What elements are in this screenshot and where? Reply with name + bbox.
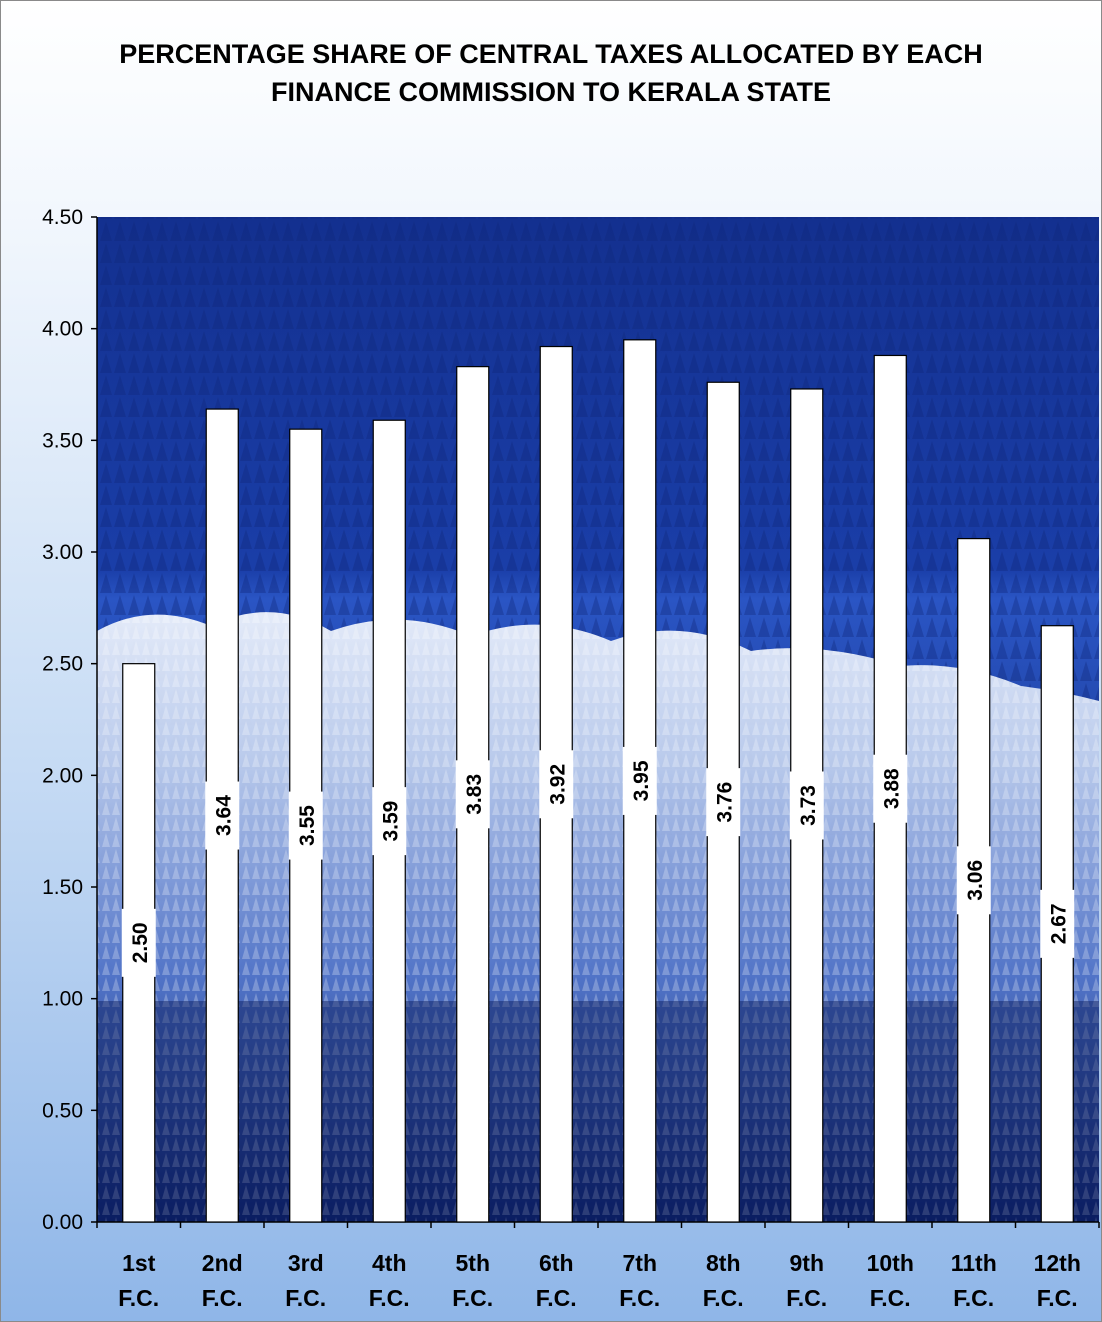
y-tick-label: 3.00 xyxy=(42,541,83,564)
data-label-group: 3.73 xyxy=(789,771,824,840)
x-tick-label: 12th xyxy=(1034,1250,1081,1276)
x-tick-label: 11th xyxy=(951,1250,997,1276)
data-label: 3.92 xyxy=(546,764,569,805)
x-tick-label: 2nd xyxy=(202,1250,243,1276)
y-tick-label: 4.50 xyxy=(42,206,83,229)
x-tick-label: 4th xyxy=(372,1250,407,1276)
data-label: 3.64 xyxy=(212,795,235,836)
y-tick-label: 1.50 xyxy=(42,876,83,899)
data-label: 3.76 xyxy=(713,782,736,823)
data-label-group: 3.92 xyxy=(539,750,574,819)
x-tick-label: F.C. xyxy=(1037,1285,1078,1311)
data-label-box xyxy=(205,781,240,850)
data-label: 3.59 xyxy=(379,801,402,842)
data-label-box xyxy=(1040,889,1075,958)
data-label-box xyxy=(956,846,991,915)
data-label-group: 3.95 xyxy=(622,746,657,815)
x-tick-label: 6th xyxy=(539,1250,574,1276)
x-tick-label: 8th xyxy=(706,1250,741,1276)
x-tick-label: F.C. xyxy=(953,1285,994,1311)
x-tick-label: 3rd xyxy=(288,1250,324,1276)
y-tick-label: 4.00 xyxy=(42,318,83,341)
x-tick-label: F.C. xyxy=(452,1285,493,1311)
x-tick-label: F.C. xyxy=(870,1285,911,1311)
x-tick-label: 1st xyxy=(122,1250,156,1276)
y-tick-label: 3.50 xyxy=(42,429,83,452)
x-tick-label: F.C. xyxy=(619,1285,660,1311)
data-label: 3.06 xyxy=(964,860,987,901)
x-tick-label: 10th xyxy=(867,1250,914,1276)
data-label: 3.95 xyxy=(630,760,653,801)
data-label-box xyxy=(121,908,156,977)
data-label-box xyxy=(622,746,657,815)
y-tick-label: 2.50 xyxy=(42,653,83,676)
chart-title: PERCENTAGE SHARE OF CENTRAL TAXES ALLOCA… xyxy=(119,39,983,107)
data-label-group: 2.50 xyxy=(121,908,156,977)
x-tick-label: F.C. xyxy=(202,1285,243,1311)
data-label-group: 3.06 xyxy=(956,846,991,915)
data-label-group: 3.88 xyxy=(873,754,908,823)
data-label: 3.83 xyxy=(463,774,486,815)
x-tick-label: F.C. xyxy=(285,1285,326,1311)
data-label: 3.55 xyxy=(296,805,319,846)
y-tick-label: 2.00 xyxy=(42,764,83,787)
x-tick-label: F.C. xyxy=(536,1285,577,1311)
data-label-box xyxy=(288,791,323,860)
labels: 2.50 1st F.C. 3.64 2nd F.C. 3.55 3rd F.C. 3.59 4th… xyxy=(118,746,1081,1311)
data-label-box xyxy=(873,754,908,823)
data-label: 3.73 xyxy=(797,785,820,826)
data-label-group: 3.55 xyxy=(288,791,323,860)
x-tick-label: F.C. xyxy=(786,1285,827,1311)
data-label-box xyxy=(789,771,824,840)
y-tick-label: 0.50 xyxy=(42,1099,83,1122)
data-label-box xyxy=(372,787,407,856)
axes: 0.00 0.50 1.00 1.50 2.00 2.50 3.00 3.50 4.00 4.50 xyxy=(42,206,1100,1234)
data-label-box xyxy=(706,768,741,837)
y-tick-label: 1.00 xyxy=(42,988,83,1011)
data-label: 3.88 xyxy=(880,768,903,809)
x-tick-label: F.C. xyxy=(703,1285,744,1311)
x-tick-label: F.C. xyxy=(369,1285,410,1311)
y-tick-label: 0.00 xyxy=(42,1211,83,1234)
x-tick-label: 9th xyxy=(790,1250,825,1276)
x-tick-label: F.C. xyxy=(118,1285,159,1311)
data-label-box xyxy=(455,760,490,829)
data-label-group: 2.67 xyxy=(1040,889,1075,958)
data-label: 2.67 xyxy=(1047,903,1070,944)
data-label-box xyxy=(539,750,574,819)
x-tick-label: 5th xyxy=(456,1250,491,1276)
x-tick-label: 7th xyxy=(623,1250,658,1276)
data-label-group: 3.76 xyxy=(706,768,741,837)
data-label-group: 3.64 xyxy=(205,781,240,850)
data-label-group: 3.83 xyxy=(455,760,490,829)
plot-background-forest-photo xyxy=(97,217,1099,1222)
data-label: 2.50 xyxy=(129,922,152,963)
data-label-group: 3.59 xyxy=(372,787,407,856)
